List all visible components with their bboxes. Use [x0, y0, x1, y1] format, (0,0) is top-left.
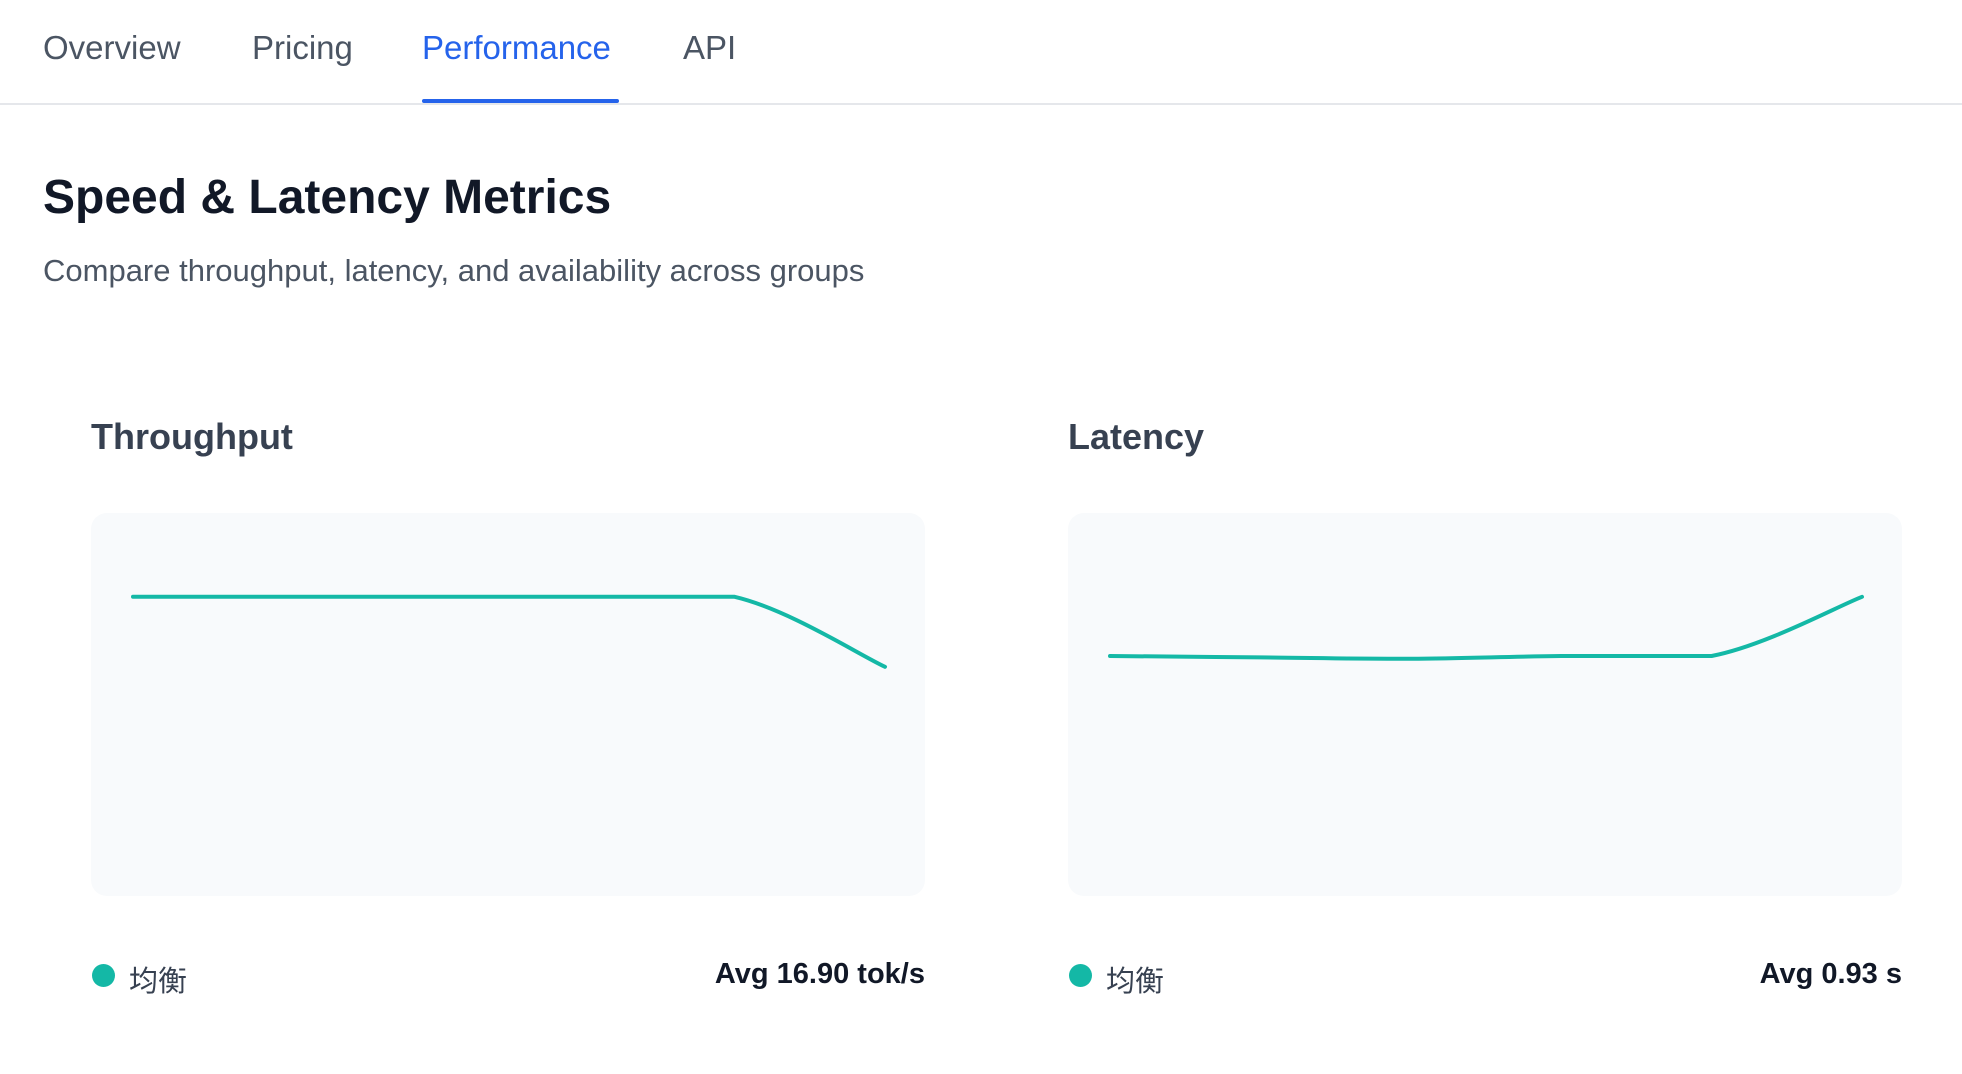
latency-title: Latency	[1068, 416, 1205, 457]
latency-avg: Avg 0.93 s	[1759, 958, 1902, 990]
latency-legend-label: 均衡	[1106, 966, 1165, 998]
throughput-legend-label: 均衡	[129, 966, 188, 998]
active-tab-indicator	[422, 99, 619, 103]
throughput-panel: Throughput 均衡 Avg 16.90 tok/s	[91, 410, 925, 1010]
throughput-chart	[91, 513, 925, 896]
latency-panel: Latency 均衡 Avg 0.93 s	[1068, 410, 1902, 1010]
page-title: Speed & Latency Metrics	[43, 171, 612, 224]
latency-chart-svg	[1108, 594, 1864, 661]
legend-dot-icon	[1069, 964, 1092, 987]
latency-legend: 均衡 Avg 0.93 s	[1068, 950, 1902, 1000]
throughput-legend: 均衡 Avg 16.90 tok/s	[91, 950, 925, 1000]
page-subtitle: Compare throughput, latency, and availab…	[43, 253, 865, 288]
latency-chart	[1068, 513, 1902, 896]
legend-dot-icon	[92, 964, 115, 987]
throughput-avg: Avg 16.90 tok/s	[714, 958, 925, 990]
tab-pricing[interactable]: Pricing	[252, 29, 353, 66]
throughput-chart-svg	[131, 594, 887, 669]
tab-performance[interactable]: Performance	[422, 29, 611, 66]
tab-bar: Overview Pricing Performance API	[0, 0, 1962, 105]
series-line	[1108, 594, 1864, 661]
series-line	[131, 594, 887, 669]
tab-api[interactable]: API	[683, 29, 737, 66]
tab-overview[interactable]: Overview	[43, 29, 181, 66]
throughput-title: Throughput	[91, 416, 293, 457]
